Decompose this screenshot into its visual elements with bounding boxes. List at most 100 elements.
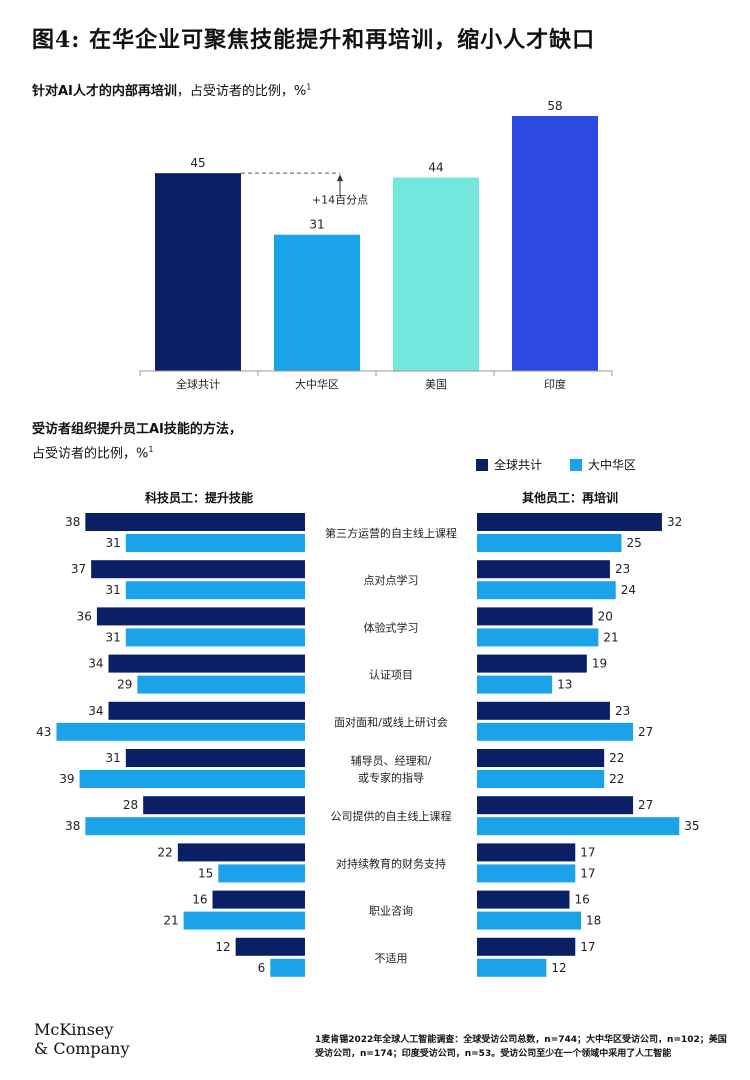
category-label: 体验式学习 [364,620,419,634]
data-label: 16 [574,893,589,907]
bar [125,581,305,600]
bar [137,675,305,694]
data-label: 16 [192,893,207,907]
data-label: 23 [615,704,630,718]
bar [79,770,305,788]
category-label: 对持续教育的财务支持 [336,856,446,870]
bar [477,911,582,930]
x-tick-label: 印度 [544,377,566,391]
chart1-title-bold: 针对AI人才的内部再培训 [32,84,177,99]
data-label: 38 [65,819,80,833]
figure-number: 图4: [32,27,81,53]
category-label: 认证项目 [369,669,413,682]
footnote: 1麦肯锡2022年全球人工智能调查：全球受访公司总数，n=744；大中华区受访公… [315,1035,727,1059]
bar [85,513,305,531]
bar [91,560,305,579]
data-label: 21 [603,630,618,644]
bar [183,911,305,930]
data-label: 43 [36,725,51,739]
bar [477,843,576,862]
data-label: 17 [580,845,595,859]
data-label: 31 [106,630,121,644]
data-label: 15 [198,866,213,880]
data-label: 39 [59,772,74,786]
bar [108,654,305,673]
gap-arrow-head [337,174,343,182]
data-label: 12 [215,940,230,954]
bar [212,890,305,909]
bar [85,817,305,836]
bar [477,560,610,579]
x-tick-label: 美国 [425,378,447,391]
data-label: 22 [609,751,624,765]
data-label: 28 [123,798,138,812]
data-label: 20 [598,609,613,623]
bar [477,817,680,836]
bar [512,116,598,371]
data-label: 44 [428,161,443,175]
bar [477,607,593,626]
data-label: 31 [309,218,324,232]
bar [270,958,305,977]
bar [218,864,305,883]
chart1-title-rest: ，占受访者的比例，% [176,84,307,99]
bar [477,513,662,531]
bar [477,749,605,767]
x-tick-label: 全球共计 [176,377,220,391]
panel-header-tech: 科技员工：提升技能 [145,491,254,505]
data-label: 45 [190,156,205,170]
bar [477,770,605,788]
data-label: 27 [638,725,653,739]
data-label: 24 [621,583,636,597]
mckinsey-logo: McKinsey & Company [34,1020,130,1058]
bar [155,173,241,371]
bar [108,701,305,720]
title-text: 在华企业可聚焦技能提升和再培训，缩小人才缺口 [89,28,596,53]
bar [477,864,576,883]
bar [477,722,634,741]
data-label: 34 [88,657,103,671]
bar [96,607,305,626]
chart2-title-bold: 受访者组织提升员工AI技能的方法， [32,422,242,437]
bar [235,937,305,956]
data-label: 31 [106,751,121,765]
category-label: 面对面和/或线上研讨会 [334,715,448,729]
data-label: 22 [158,845,173,859]
category-label: 点对点学习 [364,573,419,587]
bar [125,749,305,767]
data-label: 38 [65,515,80,529]
chart2-title-line2: 占受访者的比例，% [32,446,149,462]
bar [477,534,622,552]
data-label: 35 [684,819,699,833]
gap-annotation: +14百分点 [312,194,368,207]
data-label: 23 [615,562,630,576]
data-label: 27 [638,798,653,812]
bar [477,890,570,909]
data-label: 31 [106,536,121,550]
bar [56,722,306,741]
chart1-title-footnote-mark: 1 [306,82,312,92]
bar [477,654,587,673]
data-label: 34 [88,704,103,718]
legend-swatch-global [476,458,488,471]
legend-label-china: 大中华区 [588,458,637,472]
chart2-title-footnote-mark: 1 [148,445,154,454]
bar [274,234,360,371]
data-label: 18 [586,914,601,928]
bar [477,675,553,694]
bar [143,796,305,815]
category-label: 不适用 [375,952,408,965]
data-label: 6 [258,961,266,975]
category-label: 公司提供的自主线上课程 [331,809,452,823]
bar [125,628,305,647]
chart1-title: 针对AI人才的内部再培训，占受访者的比例，%1 [32,80,311,99]
bar [477,937,576,956]
data-label: 21 [163,914,178,928]
data-label: 17 [580,940,595,954]
data-label: 25 [627,536,642,550]
data-label: 36 [77,609,92,623]
data-label: 58 [547,99,562,113]
vertical-bar-chart: 45 全球共计 31 大中华区 44 美国 58 印度 +14百分点 [139,99,613,391]
data-label: 19 [592,657,607,671]
